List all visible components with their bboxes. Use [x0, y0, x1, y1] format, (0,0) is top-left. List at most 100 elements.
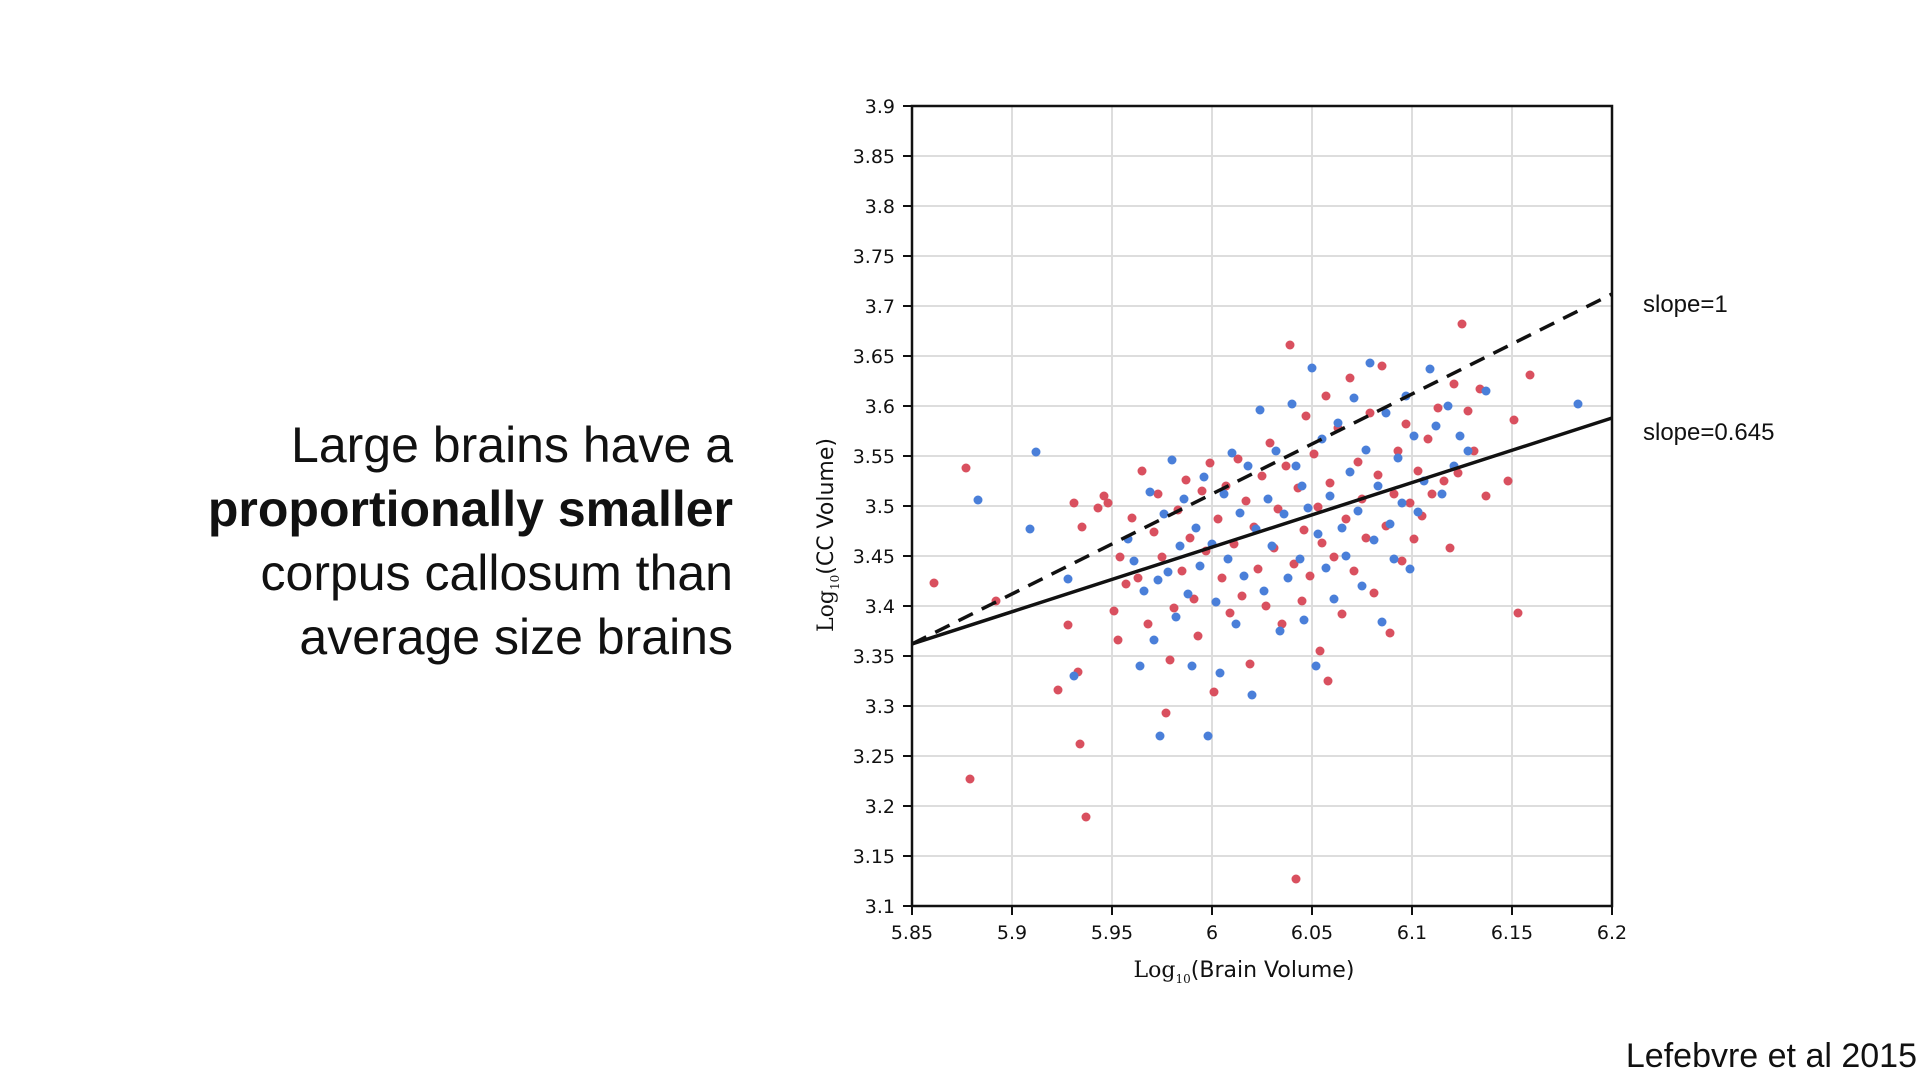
blue-data-point	[1385, 519, 1395, 529]
citation: Lefebvre et al 2015	[1625, 1037, 1917, 1075]
y-tick-label: 3.45	[853, 546, 895, 568]
blue-data-point	[1345, 467, 1355, 477]
y-tick-label: 3.75	[853, 246, 895, 268]
slope-1-line	[911, 292, 1613, 646]
red-data-point	[1289, 559, 1299, 569]
red-data-point	[1063, 620, 1073, 630]
blue-data-point	[1259, 586, 1269, 596]
blue-data-point	[1211, 597, 1221, 607]
y-tick-label: 3.85	[853, 146, 895, 168]
blue-data-point	[1031, 447, 1041, 457]
blue-data-point	[1369, 535, 1379, 545]
blue-data-point	[1381, 408, 1391, 418]
blue-data-point	[1191, 523, 1201, 533]
red-data-point	[1285, 340, 1295, 350]
red-data-point	[1301, 411, 1311, 421]
red-data-point	[1337, 609, 1347, 619]
blue-data-point	[1283, 573, 1293, 583]
blue-data-point	[1247, 690, 1257, 700]
red-data-point	[1439, 476, 1449, 486]
blue-data-point	[973, 495, 983, 505]
red-data-point	[1313, 502, 1323, 512]
y-tick-label: 3.6	[865, 396, 895, 418]
y-tick-label: 3.15	[853, 846, 895, 868]
red-data-point	[1409, 534, 1419, 544]
red-data-point	[1329, 552, 1339, 562]
red-data-point	[1457, 319, 1467, 329]
blue-data-point	[1235, 508, 1245, 518]
blue-data-point	[1437, 489, 1447, 499]
statement-line-1: Large brains have a	[291, 417, 733, 473]
blue-data-point	[1223, 554, 1233, 564]
y-tick-label: 3.65	[853, 346, 895, 368]
grid	[911, 105, 1613, 907]
x-tick-label: 6.1	[1397, 922, 1427, 944]
red-data-point	[1189, 594, 1199, 604]
blue-data-point	[1063, 574, 1073, 584]
blue-data-point	[1149, 635, 1159, 645]
red-data-point	[1503, 476, 1513, 486]
blue-data-point	[1337, 523, 1347, 533]
red-data-point	[1449, 379, 1459, 389]
red-data-point	[1127, 513, 1137, 523]
red-data-point	[1157, 552, 1167, 562]
red-data-point	[1369, 588, 1379, 598]
red-data-point	[1393, 446, 1403, 456]
red-data-point	[1453, 468, 1463, 478]
slope-1-label: slope=1	[1643, 291, 1728, 318]
blue-data-point	[1361, 445, 1371, 455]
blue-data-point	[1409, 431, 1419, 441]
blue-data-point	[1389, 554, 1399, 564]
blue-data-point	[1255, 405, 1265, 415]
blue-data-point	[1025, 524, 1035, 534]
blue-data-point	[1481, 386, 1491, 396]
red-data-point	[1427, 489, 1437, 499]
blue-data-point	[1425, 364, 1435, 374]
blue-data-point	[1325, 491, 1335, 501]
blue-data-point	[1313, 529, 1323, 539]
blue-data-point	[1153, 575, 1163, 585]
blue-data-point	[1349, 393, 1359, 403]
blue-data-point	[1373, 481, 1383, 491]
y-tick-label: 3.9	[865, 96, 895, 118]
red-data-point	[1265, 438, 1275, 448]
red-data-point	[1181, 475, 1191, 485]
blue-data-point	[1295, 554, 1305, 564]
blue-data-point	[1203, 731, 1213, 741]
blue-data-point	[1329, 594, 1339, 604]
y-tick-label: 3.8	[865, 196, 895, 218]
statement-line-4: average size brains	[299, 609, 733, 665]
y-tick-label: 3.3	[865, 696, 895, 718]
x-axis-title: Log10(Brain Volume)	[1134, 958, 1355, 986]
blue-data-point	[1135, 661, 1145, 671]
red-data-point	[1291, 874, 1301, 884]
red-data-point	[1133, 573, 1143, 583]
red-data-point	[1177, 566, 1187, 576]
blue-data-point	[1377, 617, 1387, 627]
blue-data-point	[1397, 498, 1407, 508]
red-data-point	[1261, 601, 1271, 611]
red-data-point	[1413, 466, 1423, 476]
red-data-point	[1509, 415, 1519, 425]
red-data-point	[1099, 491, 1109, 501]
red-data-point	[929, 578, 939, 588]
x-tick-labels: 5.85 5.9 5.95 6 6.05 6.1 6.15 6.2	[891, 922, 1627, 944]
red-data-point	[1237, 591, 1247, 601]
red-data-point	[1213, 514, 1223, 524]
x-tick-label: 6.05	[1291, 922, 1333, 944]
blue-data-point	[1129, 556, 1139, 566]
blue-data-point	[1341, 551, 1351, 561]
blue-data-point	[1365, 358, 1375, 368]
red-data-point	[965, 774, 975, 784]
red-data-point	[1143, 619, 1153, 629]
blue-data-point	[1069, 671, 1079, 681]
y-tick-label: 3.2	[865, 796, 895, 818]
slope-0645-line	[911, 416, 1613, 646]
y-axis-title: Log10(CC Volume)	[814, 438, 842, 632]
red-data-point	[1077, 522, 1087, 532]
blue-data-point	[1159, 509, 1169, 519]
blue-data-point	[1303, 503, 1313, 513]
red-data-point	[1209, 687, 1219, 697]
red-data-point	[1525, 370, 1535, 380]
axes	[903, 104, 1614, 915]
